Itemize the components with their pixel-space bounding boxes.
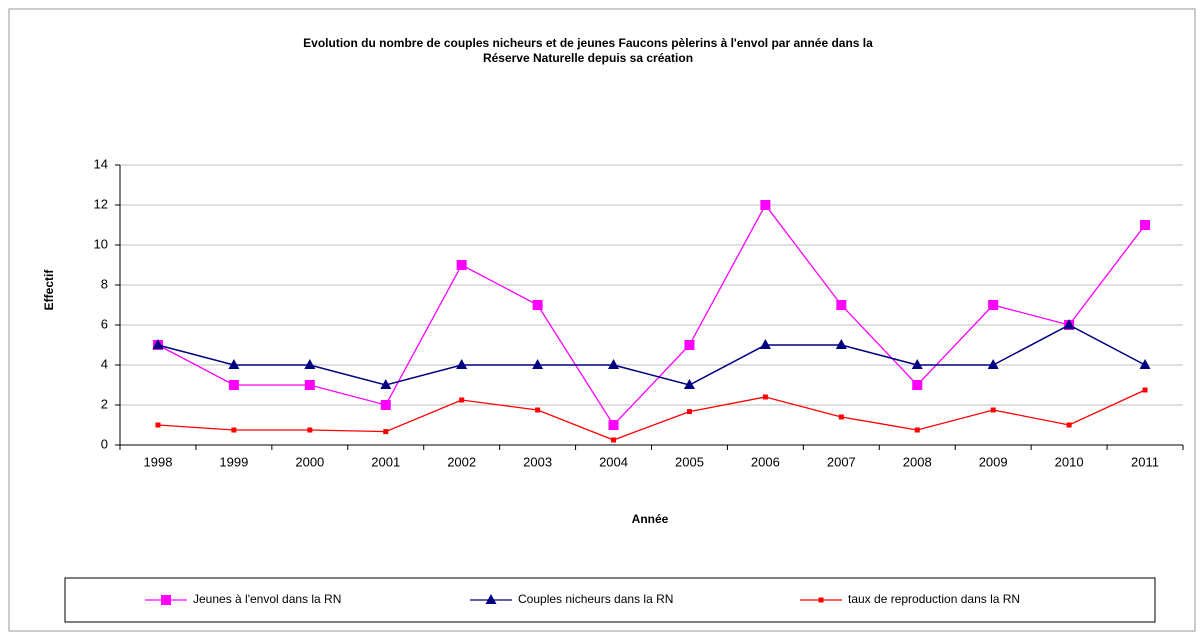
chart-frame	[8, 8, 1196, 632]
data-point	[1063, 319, 1075, 329]
y-tick-label: 8	[101, 276, 108, 291]
data-point	[228, 380, 239, 390]
y-tick-label: 12	[94, 196, 108, 211]
data-point	[608, 420, 619, 430]
y-tick-label: 2	[101, 396, 108, 411]
x-tick-label: 2004	[599, 454, 628, 469]
x-axis-label: Année	[632, 512, 669, 526]
data-point	[228, 359, 240, 369]
data-point	[456, 359, 468, 369]
data-point	[456, 260, 467, 270]
y-tick-label: 10	[94, 236, 108, 251]
x-tick-label: 2002	[447, 454, 476, 469]
x-tick-label: 1998	[144, 454, 173, 469]
data-point	[836, 300, 847, 310]
legend-marker	[818, 597, 824, 603]
legend-label: Couples nicheurs dans la RN	[518, 592, 673, 606]
data-point	[1066, 422, 1072, 428]
data-point	[307, 427, 313, 433]
data-point	[532, 300, 543, 310]
x-tick-label: 1999	[219, 454, 248, 469]
data-point	[611, 437, 617, 443]
series-line	[157, 203, 1146, 427]
data-point	[532, 359, 544, 369]
data-point	[1142, 387, 1148, 393]
series-line	[157, 389, 1146, 441]
legend-marker	[485, 594, 497, 604]
data-point	[686, 409, 692, 415]
data-point	[835, 339, 847, 349]
x-tick-label: 2011	[1131, 454, 1159, 469]
data-point	[1140, 220, 1151, 230]
y-tick-label: 4	[101, 356, 108, 371]
x-tick-label: 2008	[903, 454, 932, 469]
data-point	[383, 429, 389, 435]
y-axis-label: Effectif	[42, 269, 56, 311]
x-tick-label: 2003	[523, 454, 552, 469]
legend	[64, 577, 1156, 623]
data-point	[155, 422, 161, 428]
data-point	[987, 359, 999, 369]
data-point	[762, 394, 768, 400]
data-point	[990, 407, 996, 413]
data-point	[380, 400, 391, 410]
y-tick-label: 6	[101, 316, 108, 331]
data-point	[1139, 359, 1151, 369]
data-point	[152, 339, 164, 349]
data-point	[608, 359, 620, 369]
x-tick-label: 2007	[827, 454, 856, 469]
chart-title: Réserve Naturelle depuis sa création	[483, 51, 693, 65]
data-point	[459, 397, 465, 403]
data-point	[231, 427, 237, 433]
data-point	[304, 380, 315, 390]
x-tick-label: 2000	[295, 454, 324, 469]
chart-title: Evolution du nombre de couples nicheurs …	[303, 36, 873, 50]
data-point	[912, 380, 923, 390]
legend-marker	[161, 595, 171, 605]
data-point	[535, 407, 541, 413]
data-point	[759, 339, 771, 349]
y-tick-label: 0	[101, 436, 108, 451]
x-tick-label: 2001	[371, 454, 400, 469]
data-point	[838, 414, 844, 420]
data-point	[684, 340, 695, 350]
data-point	[988, 300, 999, 310]
series-line	[157, 324, 1146, 386]
data-point	[304, 359, 316, 369]
data-point	[914, 427, 920, 433]
data-point	[911, 359, 923, 369]
y-tick-label: 14	[94, 156, 108, 171]
x-tick-label: 2005	[675, 454, 704, 469]
legend-label: Jeunes à l'envol dans la RN	[193, 592, 341, 606]
x-tick-label: 2010	[1055, 454, 1084, 469]
data-point	[380, 379, 392, 389]
x-tick-label: 2006	[751, 454, 780, 469]
x-tick-label: 2009	[979, 454, 1008, 469]
data-point	[683, 379, 695, 389]
data-point	[760, 200, 771, 210]
legend-label: taux de reproduction dans la RN	[848, 592, 1020, 606]
